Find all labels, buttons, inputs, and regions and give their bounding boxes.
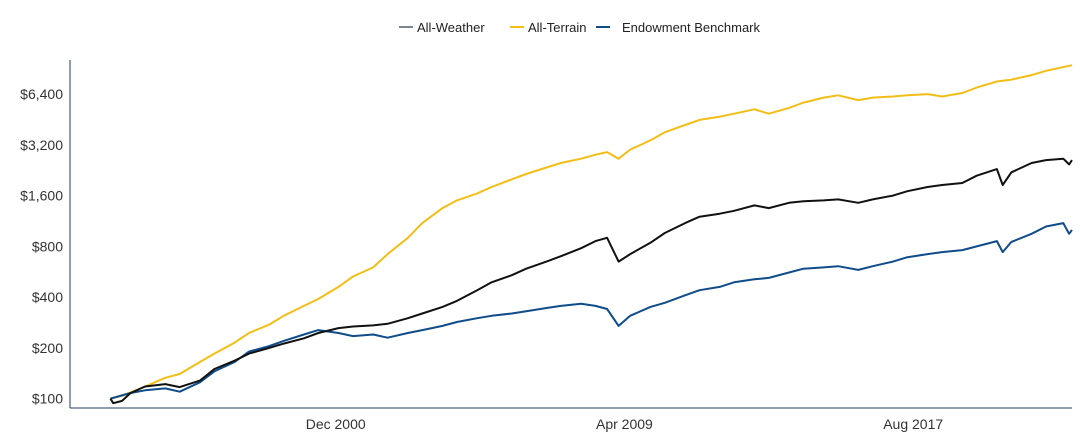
legend-label-endowment-benchmark: Endowment Benchmark xyxy=(622,20,761,35)
x-tick-label: Aug 2017 xyxy=(883,416,943,432)
y-tick-label: $6,400 xyxy=(20,86,63,102)
x-axis-ticks: Dec 2000 Apr 2009 Aug 2017 xyxy=(306,416,944,432)
y-tick-label: $1,600 xyxy=(20,188,63,204)
legend-label-all-terrain: All-Terrain xyxy=(528,20,587,35)
y-axis-ticks: $100 $200 $400 $800 $1,600 $3,200 $6,400 xyxy=(20,86,63,407)
series-line-all-terrain[interactable] xyxy=(110,64,1073,400)
legend-item-endowment-benchmark[interactable]: Endowment Benchmark xyxy=(596,20,761,35)
legend-item-all-terrain[interactable]: All-Terrain xyxy=(510,20,587,35)
series-line-endowment-benchmark[interactable] xyxy=(110,222,1073,400)
y-tick-label: $800 xyxy=(32,238,63,254)
legend-item-all-weather[interactable]: All-Weather xyxy=(399,20,485,35)
x-tick-label: Dec 2000 xyxy=(306,416,366,432)
series-lines xyxy=(109,64,1073,405)
y-tick-label: $400 xyxy=(32,289,63,305)
y-tick-label: $3,200 xyxy=(20,137,63,153)
x-tick-label: Apr 2009 xyxy=(596,416,653,432)
legend-label-all-weather: All-Weather xyxy=(417,20,485,35)
series-line-all-weather[interactable] xyxy=(109,157,1073,405)
legend: All-Weather All-Terrain Endowment Benchm… xyxy=(399,20,761,35)
y-tick-label: $100 xyxy=(32,391,63,407)
y-tick-label: $200 xyxy=(32,340,63,356)
